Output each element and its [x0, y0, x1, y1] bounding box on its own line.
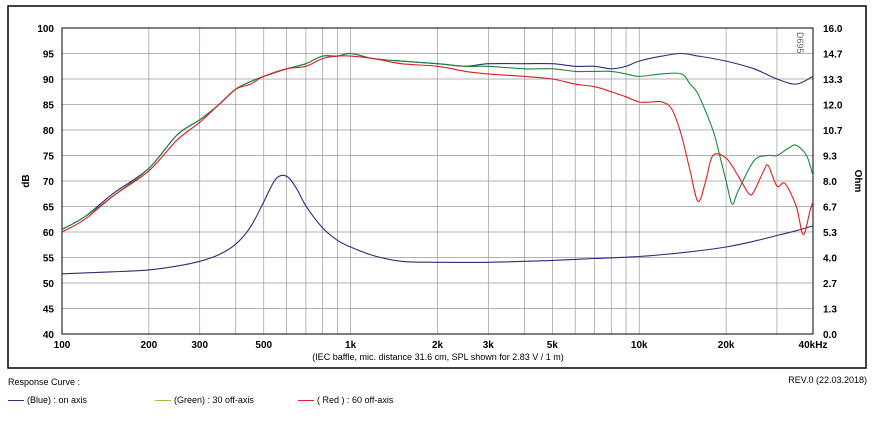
- legend-title: Response Curve :: [8, 377, 81, 387]
- y-tick-label-right: 16.0: [823, 24, 843, 35]
- y-tick-label-right: 8.0: [823, 177, 837, 188]
- y-tick-label-right: 12.0: [823, 101, 843, 112]
- y-tick-label-left: 50: [43, 279, 55, 290]
- y-tick-label-left: 55: [43, 254, 55, 265]
- legend-label-green: (Green) : 30 off-axis: [174, 395, 254, 405]
- y-axis-label-right: Ohm: [852, 170, 863, 193]
- x-tick-label: 5k: [547, 340, 559, 351]
- y-tick-label-right: 4.0: [823, 254, 837, 265]
- x-tick-label: 2k: [432, 340, 444, 351]
- y-tick-label-right: 2.7: [823, 279, 837, 290]
- chart-frame: [7, 5, 867, 369]
- y-tick-label-right: 5.3: [823, 228, 837, 239]
- y-tick-label-right: 6.7: [823, 203, 837, 214]
- y-tick-label-right: 1.3: [823, 305, 837, 316]
- legend-label-blue: (Blue) : on axis: [27, 395, 88, 405]
- y-axis-label-left: dB: [21, 174, 32, 187]
- legend-item-blue: (Blue) : on axis: [8, 395, 87, 405]
- y-tick-label-right: 0.0: [823, 330, 837, 341]
- legend-swatch-green: [155, 399, 171, 401]
- y-tick-label-right: 9.3: [823, 152, 837, 163]
- measurement-note: (IEC baffle, mic. distance 31.6 cm, SPL …: [312, 352, 564, 362]
- x-tick-label: 10k: [631, 340, 648, 351]
- x-tick-label: 40kHz: [799, 340, 828, 351]
- response-chart: 100 200 300 500 1k 2k 3k 5k 10k 20k 40kHz 100 95 90 85…: [7, 5, 867, 369]
- legend-swatch-red: [298, 399, 314, 401]
- y-tick-label-left: 60: [43, 228, 55, 239]
- y-tick-label-left: 95: [43, 50, 55, 61]
- y-tick-label-left: 45: [43, 305, 55, 316]
- 60-off-axis-curve: [61, 55, 814, 236]
- y-tick-label-right: 13.3: [823, 75, 843, 86]
- y-tick-label-left: 80: [43, 126, 55, 137]
- y-tick-label-right: 10.7: [823, 126, 843, 137]
- legend-label-red: ( Red ) : 60 off-axis: [317, 395, 394, 405]
- x-tick-label: 300: [191, 340, 208, 351]
- legend-item-red: ( Red ) : 60 off-axis: [298, 395, 393, 405]
- x-tick-label: 200: [141, 340, 158, 351]
- x-tick-label: 3k: [483, 340, 495, 351]
- curves: [61, 52, 814, 275]
- y-tick-label-left: 85: [43, 101, 55, 112]
- plot-area: [61, 27, 814, 335]
- legend-swatch-blue: [8, 399, 24, 401]
- x-tick-label: 500: [255, 340, 272, 351]
- grid-lines: [62, 28, 813, 334]
- y-tick-label-left: 75: [43, 152, 55, 163]
- revision-label: REV.0 (22.03.2018): [788, 375, 867, 385]
- y-tick-label-left: 70: [43, 177, 55, 188]
- x-tick-label: 1k: [345, 340, 357, 351]
- x-tick-label: 20k: [718, 340, 735, 351]
- legend-item-green: (Green) : 30 off-axis: [155, 395, 254, 405]
- corner-code: D695: [795, 32, 805, 54]
- y-tick-label-left: 90: [43, 75, 55, 86]
- tick-labels: 100 200 300 500 1k 2k 3k 5k 10k 20k 40kHz 100 95 90 85…: [37, 24, 843, 351]
- y-tick-label-left: 100: [37, 24, 54, 35]
- x-tick-label: 100: [54, 340, 71, 351]
- y-tick-label-right: 14.7: [823, 50, 843, 61]
- impedance-curve: [61, 174, 814, 275]
- y-tick-label-left: 65: [43, 203, 55, 214]
- y-tick-label-left: 40: [43, 330, 55, 341]
